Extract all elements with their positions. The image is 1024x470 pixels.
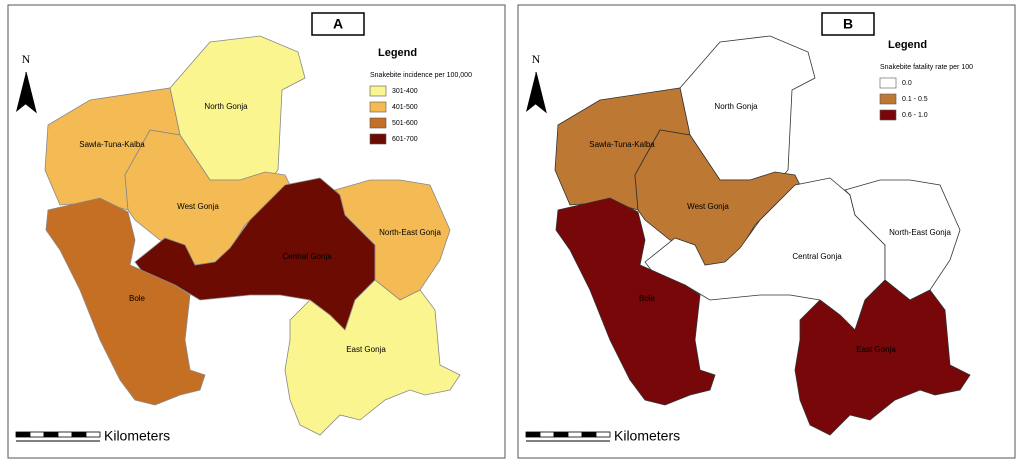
- scale-segment: [581, 431, 597, 438]
- scale-segment: [85, 431, 101, 438]
- region: [284, 279, 461, 436]
- scale-segment: [15, 431, 31, 438]
- legend-swatch: [369, 133, 387, 145]
- scale-segment: [57, 431, 73, 438]
- legend-swatch: [879, 77, 897, 89]
- scale-unit: Kilometers: [614, 428, 680, 444]
- panel-label-box: [821, 12, 875, 36]
- north-arrow: [25, 71, 37, 114]
- map-panel: B North Gonja Sawla-Tuna-Kalba West Gonja Ce…: [517, 4, 1016, 459]
- scale-segment: [43, 431, 59, 438]
- legend-title: Legend: [378, 47, 417, 59]
- legend-label: 401-500: [392, 104, 418, 111]
- region-label: Central Gonja: [282, 252, 332, 261]
- legend-swatch: [369, 117, 387, 129]
- legend-label: 0.1 - 0.5: [902, 96, 928, 103]
- region-label: West Gonja: [177, 202, 219, 211]
- scale-unit: Kilometers: [104, 428, 170, 444]
- legend-subtitle: Snakebite incidence per 100,000: [370, 72, 472, 79]
- region-label: North Gonja: [204, 102, 248, 111]
- north-label: N: [22, 52, 31, 66]
- region-label: West Gonja: [687, 202, 729, 211]
- region-label: North-East Gonja: [379, 228, 441, 237]
- north-arrow: [535, 71, 547, 114]
- region-label: Central Gonja: [792, 252, 842, 261]
- legend-label: 501-600: [392, 120, 418, 127]
- legend-label: 601-700: [392, 136, 418, 143]
- scale-segment: [567, 431, 583, 438]
- map-panel: A North Gonja Sawla-Tuna-Kalba West Gonja Ce…: [7, 4, 506, 459]
- region-label: East Gonja: [346, 345, 386, 354]
- north-label: N: [532, 52, 541, 66]
- region-label: Sawla-Tuna-Kalba: [589, 140, 655, 149]
- legend-label: 0.6 - 1.0: [902, 112, 928, 119]
- region: [794, 279, 971, 436]
- legend-label: 301-400: [392, 88, 418, 95]
- scale-segment: [29, 431, 45, 438]
- region-label: Bole: [129, 294, 146, 303]
- region-label: North Gonja: [714, 102, 758, 111]
- legend-swatch: [369, 101, 387, 113]
- legend-title: Legend: [888, 39, 927, 51]
- region-label: East Gonja: [856, 345, 896, 354]
- panel-frame: [7, 4, 506, 459]
- legend-swatch: [369, 85, 387, 97]
- north-arrow: [16, 72, 26, 112]
- panel-label: A: [333, 16, 343, 32]
- region-label: North-East Gonja: [889, 228, 951, 237]
- legend-subtitle: Snakebite fatality rate per 100: [880, 64, 973, 71]
- legend-swatch: [879, 109, 897, 121]
- scale-segment: [71, 431, 87, 438]
- region-label: Sawla-Tuna-Kalba: [79, 140, 145, 149]
- legend-label: 0.0: [902, 80, 912, 87]
- region-label: Bole: [639, 294, 656, 303]
- legend-swatch: [879, 93, 897, 105]
- scale-segment: [553, 431, 569, 438]
- region: [45, 197, 206, 406]
- panel-label: B: [843, 16, 853, 32]
- scale-segment: [595, 431, 611, 438]
- region: [555, 197, 716, 406]
- scale-segment: [525, 431, 541, 438]
- north-arrow: [526, 72, 536, 112]
- scale-segment: [539, 431, 555, 438]
- panel-frame: [517, 4, 1016, 459]
- panel-label-box: [311, 12, 365, 36]
